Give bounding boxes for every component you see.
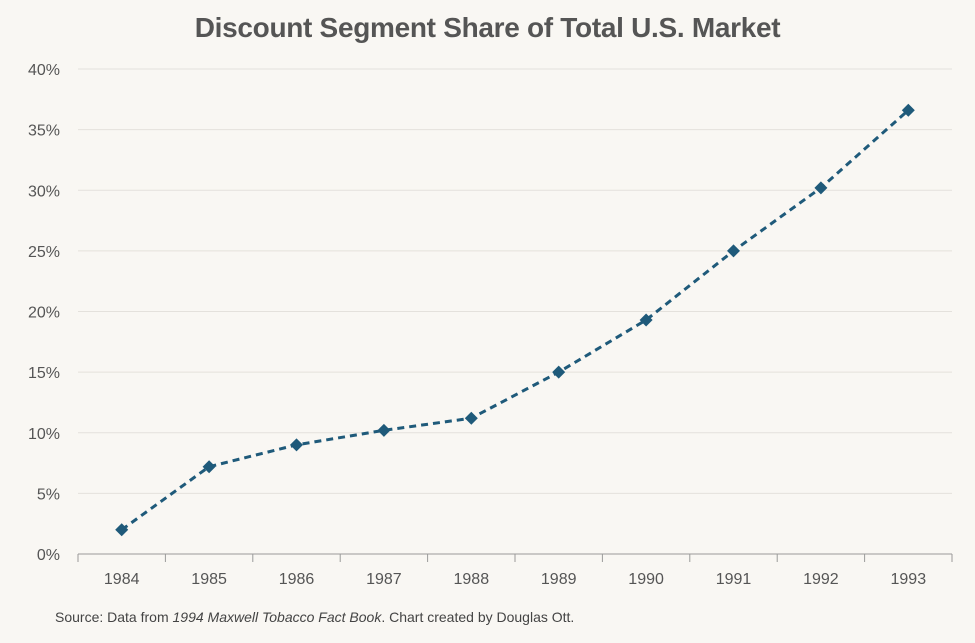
x-tick-label: 1984 (104, 571, 140, 588)
chart-title: Discount Segment Share of Total U.S. Mar… (194, 12, 781, 43)
data-point-marker (727, 244, 740, 258)
y-tick-label: 40% (28, 62, 60, 79)
y-tick-label: 0% (37, 547, 60, 564)
data-point-marker (202, 460, 216, 474)
data-point-marker (639, 313, 653, 327)
data-point-marker (552, 365, 566, 379)
data-point-marker (377, 423, 391, 437)
x-tick-label: 1986 (279, 571, 315, 588)
data-point-marker (290, 438, 303, 452)
y-axis-tick-labels: 0% 5% 10% 15% 20% 25% 30% 35% 40% (28, 62, 60, 564)
x-tick-label: 1989 (541, 571, 577, 588)
y-tick-label: 5% (37, 486, 60, 503)
y-tick-label: 20% (28, 305, 60, 322)
source-prefix: Source: Data from (55, 609, 173, 625)
data-point-marker (115, 523, 129, 537)
x-tick-label: 1988 (454, 571, 490, 588)
data-series (115, 103, 915, 537)
y-tick-label: 35% (28, 123, 60, 140)
y-tick-label: 25% (28, 244, 60, 261)
x-tick-label: 1993 (891, 571, 927, 588)
source-suffix: . Chart created by Douglas Ott. (381, 609, 575, 625)
y-tick-label: 15% (28, 365, 60, 382)
x-tick-label: 1992 (803, 571, 839, 588)
source-book-title: 1994 Maxwell Tobacco Fact Book (172, 609, 382, 625)
x-axis: 1984 1985 1986 1987 1988 1989 1990 1991 1992 1993 (77, 553, 953, 588)
x-tick-label: 1985 (191, 571, 227, 588)
data-point-marker (814, 181, 828, 195)
gridlines (78, 68, 952, 494)
data-point-marker (901, 103, 915, 117)
y-tick-label: 10% (28, 426, 60, 443)
series-line (120, 109, 910, 531)
data-point-marker (464, 411, 478, 425)
x-tick-label: 1987 (366, 571, 402, 588)
x-tick-label: 1991 (716, 571, 752, 588)
source-note: Source: Data from 1994 Maxwell Tobacco F… (55, 609, 574, 625)
y-tick-label: 30% (28, 183, 60, 200)
x-tick-label: 1990 (628, 571, 664, 588)
